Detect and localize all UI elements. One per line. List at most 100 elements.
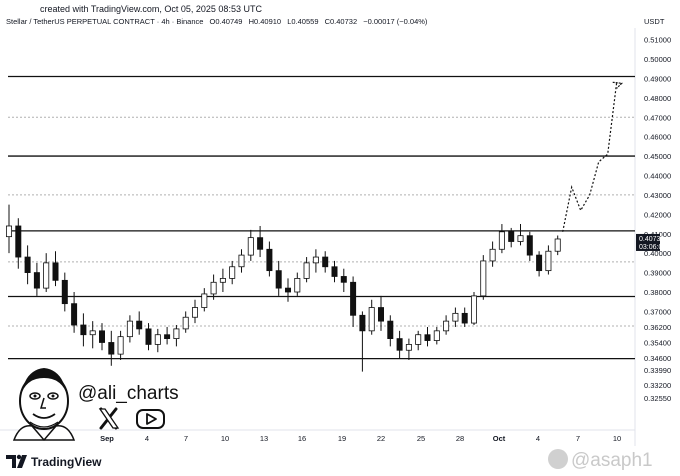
candle-body <box>164 334 171 340</box>
time-tick-label: 19 <box>338 434 346 443</box>
x-logo-icon[interactable] <box>98 407 120 430</box>
projection-arrow-head <box>612 81 624 89</box>
time-tick-label: 22 <box>377 434 385 443</box>
ohlc-change: −0.00017 (−0.04%) <box>363 17 428 26</box>
candle <box>517 224 524 246</box>
price-tick-label: 0.51000 <box>644 36 671 45</box>
candle <box>99 323 106 351</box>
created-caption: created with TradingView.com, Oct 05, 20… <box>40 4 262 14</box>
candle <box>452 307 459 327</box>
price-tick-label: 0.45000 <box>644 152 671 161</box>
candle-body <box>61 279 68 305</box>
candle <box>387 315 394 347</box>
candles <box>6 204 561 372</box>
plot-area[interactable] <box>0 28 635 430</box>
candle-body <box>238 254 245 268</box>
candle <box>89 321 96 349</box>
candle <box>136 311 143 335</box>
candle <box>480 255 487 300</box>
symbol-name: Stellar / TetherUS PERPETUAL CONTRACT · … <box>6 17 203 26</box>
candle <box>117 330 124 360</box>
candle <box>126 315 133 343</box>
candle <box>368 299 375 335</box>
author-handle: @ali_charts <box>78 383 179 404</box>
candle <box>396 330 403 359</box>
candle <box>489 241 496 267</box>
price-tick-label: 0.35400 <box>644 338 671 347</box>
candle <box>43 253 50 292</box>
time-tick-label: 28 <box>456 434 464 443</box>
candle <box>238 249 245 273</box>
candle-body <box>470 295 477 324</box>
candle-body <box>377 307 384 322</box>
candle <box>461 307 468 327</box>
price-tick-label: 0.33990 <box>644 366 671 375</box>
candle-body <box>43 262 50 289</box>
price-tick-label: 0.42000 <box>644 210 671 219</box>
candle <box>6 204 12 254</box>
candle-body <box>266 248 273 272</box>
candle <box>508 227 515 248</box>
candle <box>24 245 31 285</box>
last-price-value: 0.40732 <box>639 236 664 243</box>
price-tick-label: 0.46000 <box>644 133 671 142</box>
candle-body <box>303 262 310 279</box>
time-tick-label: 10 <box>221 434 229 443</box>
candle <box>303 257 310 283</box>
candle <box>145 323 152 351</box>
price-tick-label: 0.50000 <box>644 55 671 64</box>
price-tick-label: 0.36200 <box>644 323 671 332</box>
candle-body <box>396 338 403 351</box>
candle-body <box>154 334 161 345</box>
candle-body <box>219 278 226 283</box>
time-tick-label: 7 <box>576 434 580 443</box>
time-tick-label: 25 <box>417 434 425 443</box>
candle-body <box>33 272 40 289</box>
candle-body <box>201 293 208 308</box>
tradingview-logo-icon <box>6 454 27 468</box>
candle <box>433 326 440 345</box>
candle <box>154 328 161 353</box>
candle <box>15 218 22 269</box>
candle <box>201 288 208 312</box>
candle <box>554 235 561 256</box>
candle <box>182 311 189 333</box>
projection-path <box>562 81 624 232</box>
candle-body <box>99 330 106 343</box>
candle-body <box>126 320 133 338</box>
candle-body <box>52 262 59 281</box>
watermark-text: @asaph1 <box>571 450 653 471</box>
youtube-icon[interactable] <box>136 409 165 429</box>
price-tick-label: 0.47000 <box>644 113 671 122</box>
candle-body <box>15 225 22 258</box>
price-tick-label: 0.39000 <box>644 269 671 278</box>
time-tick-label: 4 <box>145 434 149 443</box>
candle <box>415 330 422 351</box>
time-tick-label: 7 <box>184 434 188 443</box>
candle-body <box>498 231 505 250</box>
time-tick-label: Sep <box>100 434 114 443</box>
candle-body <box>368 307 375 332</box>
price-tick-label: 0.48000 <box>644 94 671 103</box>
candle <box>61 272 68 312</box>
tradingview-brand: TradingView <box>31 455 102 469</box>
candle-body <box>322 256 329 268</box>
candle-body <box>247 237 254 256</box>
price-tick-label: 0.44000 <box>644 172 671 181</box>
price-tick-label: 0.38000 <box>644 288 671 297</box>
candle <box>545 245 552 275</box>
candle <box>52 251 59 287</box>
candle-body <box>489 248 496 262</box>
candle <box>164 326 171 345</box>
candle-body <box>480 260 487 297</box>
price-tick-label: 0.40000 <box>644 249 671 258</box>
ohlc-low: L0.40559 <box>287 17 318 26</box>
candle <box>526 231 533 261</box>
currency-label: USDT <box>644 17 665 26</box>
time-tick-label: 10 <box>613 434 621 443</box>
candle-body <box>387 320 394 340</box>
candle-body <box>229 266 236 279</box>
candle <box>377 295 384 331</box>
time-tick-label: 16 <box>298 434 306 443</box>
